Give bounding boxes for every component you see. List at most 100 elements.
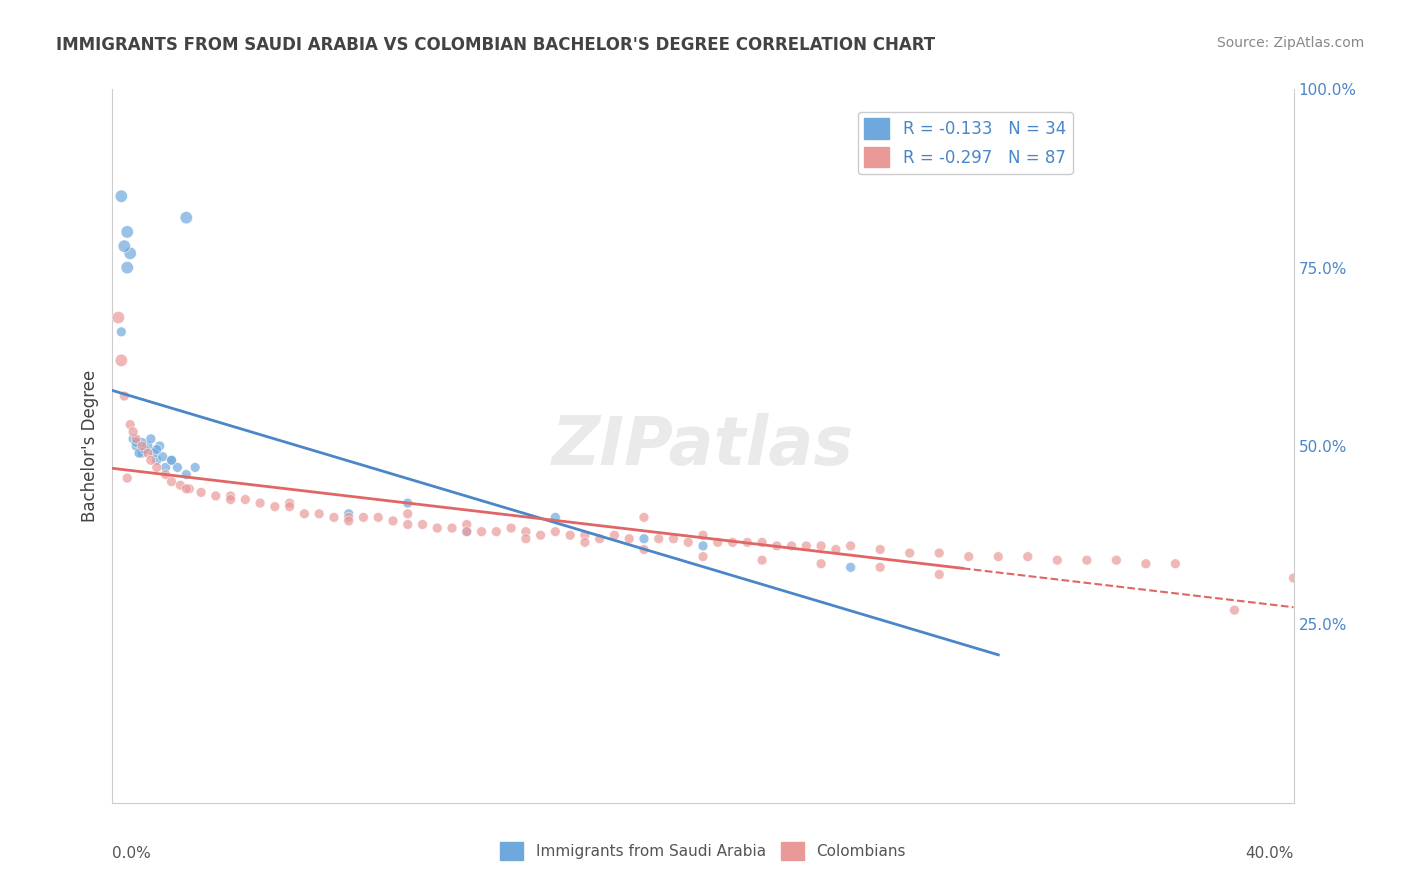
Point <box>1076 553 1098 567</box>
Point <box>117 471 138 485</box>
Point <box>382 514 405 528</box>
Text: IMMIGRANTS FROM SAUDI ARABIA VS COLOMBIAN BACHELOR'S DEGREE CORRELATION CHART: IMMIGRANTS FROM SAUDI ARABIA VS COLOMBIA… <box>56 36 935 54</box>
Text: ZIPatlas: ZIPatlas <box>553 413 853 479</box>
Point <box>692 539 714 553</box>
Point <box>249 496 271 510</box>
Point <box>160 453 183 467</box>
Point <box>128 446 150 460</box>
Point <box>987 549 1010 564</box>
Point <box>120 417 142 432</box>
Point <box>1046 553 1069 567</box>
Point <box>662 532 685 546</box>
Point <box>131 439 153 453</box>
Point <box>169 478 191 492</box>
Point <box>1105 553 1128 567</box>
Point <box>155 467 177 482</box>
Point <box>766 539 789 553</box>
Point <box>810 557 832 571</box>
Point <box>125 439 148 453</box>
Point <box>292 507 315 521</box>
Point <box>110 325 132 339</box>
Point <box>603 528 626 542</box>
Point <box>678 535 700 549</box>
Point <box>146 460 169 475</box>
Point <box>174 482 197 496</box>
Point <box>544 524 567 539</box>
Point <box>136 439 159 453</box>
Point <box>146 442 169 457</box>
Point <box>544 510 567 524</box>
Point <box>619 532 641 546</box>
Point <box>426 521 449 535</box>
Point <box>142 446 165 460</box>
Point <box>166 460 188 475</box>
Text: 0.0%: 0.0% <box>112 846 152 861</box>
Point <box>810 539 832 553</box>
Point <box>928 546 950 560</box>
Point <box>751 553 773 567</box>
Point <box>219 489 242 503</box>
Point <box>470 524 494 539</box>
Point <box>352 510 374 524</box>
Point <box>233 492 256 507</box>
Point <box>456 517 478 532</box>
Point <box>721 535 744 549</box>
Text: 40.0%: 40.0% <box>1246 846 1294 861</box>
Point <box>1135 557 1157 571</box>
Point <box>122 425 145 439</box>
Point <box>190 485 212 500</box>
Legend: Immigrants from Saudi Arabia, Colombians: Immigrants from Saudi Arabia, Colombians <box>495 836 911 866</box>
Point <box>957 549 980 564</box>
Point <box>152 450 174 464</box>
Point <box>869 542 891 557</box>
Point <box>396 507 419 521</box>
Point <box>131 435 153 450</box>
Point <box>515 532 537 546</box>
Point <box>367 510 389 524</box>
Text: Source: ZipAtlas.com: Source: ZipAtlas.com <box>1216 36 1364 50</box>
Point <box>869 560 891 574</box>
Point <box>146 453 169 467</box>
Point <box>107 310 129 325</box>
Point <box>174 467 197 482</box>
Point <box>323 510 346 524</box>
Point <box>396 496 419 510</box>
Point <box>337 510 360 524</box>
Point <box>337 514 360 528</box>
Point <box>692 549 714 564</box>
Point <box>131 446 153 460</box>
Point <box>633 542 655 557</box>
Point <box>136 446 159 460</box>
Point <box>560 528 582 542</box>
Point <box>125 435 148 450</box>
Legend: R = -0.133   N = 34, R = -0.297   N = 87: R = -0.133 N = 34, R = -0.297 N = 87 <box>858 112 1073 174</box>
Point <box>707 535 730 549</box>
Point <box>751 535 773 549</box>
Point <box>824 542 846 557</box>
Point <box>337 507 360 521</box>
Point <box>179 482 201 496</box>
Point <box>155 460 177 475</box>
Point <box>796 539 818 553</box>
Point <box>485 524 508 539</box>
Point <box>1223 603 1246 617</box>
Point <box>205 489 228 503</box>
Point <box>839 560 862 574</box>
Point <box>219 492 242 507</box>
Point <box>737 535 759 549</box>
Point <box>174 211 197 225</box>
Point <box>412 517 434 532</box>
Point <box>574 528 596 542</box>
Point <box>184 460 207 475</box>
Point <box>633 532 655 546</box>
Point <box>456 524 478 539</box>
Point <box>515 524 537 539</box>
Point <box>112 389 135 403</box>
Point <box>160 475 183 489</box>
Point <box>278 500 301 514</box>
Point <box>692 528 714 542</box>
Point <box>898 546 921 560</box>
Point <box>149 439 172 453</box>
Point <box>501 521 523 535</box>
Point <box>139 453 162 467</box>
